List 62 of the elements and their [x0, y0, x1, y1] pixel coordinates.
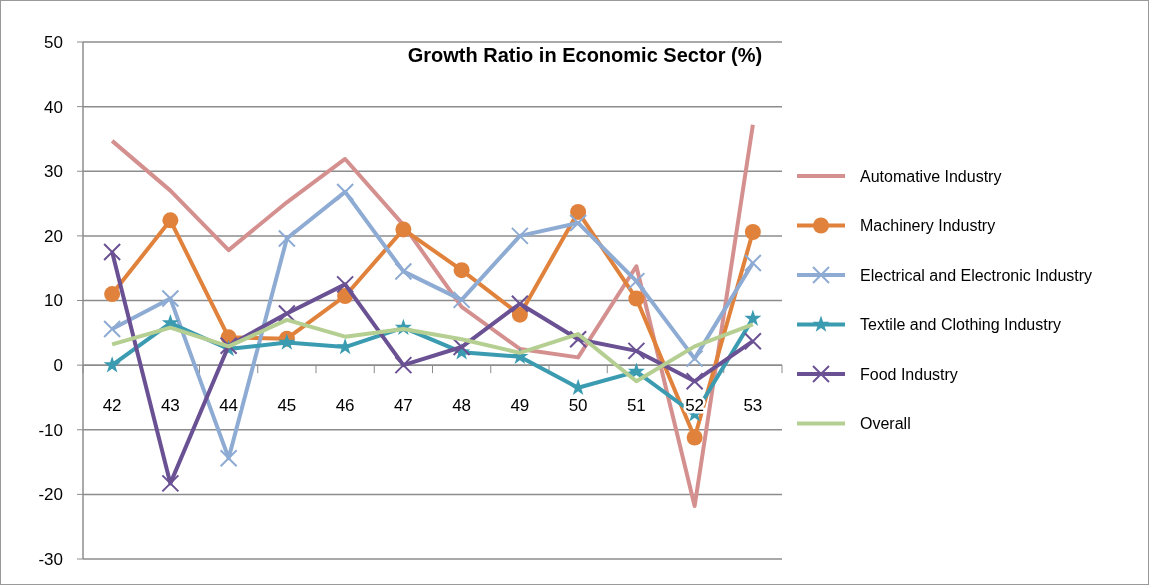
- point: [627, 272, 646, 291]
- point: [336, 275, 355, 294]
- point: [743, 332, 762, 351]
- legend-label: Overall: [860, 415, 911, 433]
- point: [277, 229, 296, 248]
- x-tick-label: 45: [277, 396, 297, 416]
- point: [219, 449, 238, 468]
- legend-label: Textile and Clothing Industry: [860, 316, 1061, 334]
- point: [103, 243, 122, 262]
- y-tick-label: 30: [44, 162, 63, 182]
- point: [452, 290, 471, 309]
- point: [744, 309, 762, 326]
- chart-title: Growth Ratio in Economic Sector (%): [407, 44, 763, 66]
- x-tick-label: 49: [510, 396, 530, 416]
- point: [395, 221, 412, 238]
- y-tick-label: -20: [38, 485, 63, 505]
- point: [686, 429, 703, 446]
- point: [103, 319, 122, 338]
- point: [627, 341, 646, 360]
- x-tick-label: 46: [335, 396, 355, 416]
- x-tick-label: 44: [219, 396, 239, 416]
- point: [627, 362, 645, 379]
- x-tick-label: 50: [568, 396, 588, 416]
- x-tick-label: 51: [626, 396, 646, 416]
- y-tick-label: 40: [44, 97, 63, 117]
- point: [453, 262, 470, 279]
- y-tick-label: -10: [38, 420, 63, 440]
- point: [161, 289, 180, 308]
- point: [104, 286, 121, 303]
- y-tick-label: 20: [44, 226, 63, 246]
- x-tick-label: 47: [393, 396, 413, 416]
- point: [103, 356, 121, 373]
- point: [452, 338, 471, 357]
- point: [744, 224, 761, 240]
- point: [510, 294, 529, 313]
- point: [394, 356, 413, 375]
- point: [161, 474, 180, 493]
- point: [510, 226, 529, 245]
- legend-label: Automative Industry: [860, 167, 1002, 185]
- y-tick-label: -30: [38, 549, 63, 569]
- x-tick-label: 43: [160, 396, 180, 416]
- point: [570, 203, 587, 220]
- legend-label: Electrical and Electronic Industry: [860, 266, 1093, 284]
- point: [743, 254, 762, 273]
- point: [628, 290, 645, 307]
- point: [569, 330, 588, 349]
- point: [685, 372, 704, 391]
- y-tick-label: 50: [44, 32, 63, 52]
- point: [162, 212, 179, 229]
- point: [394, 262, 413, 281]
- legend-label: Food Industry: [860, 365, 958, 383]
- y-tick-label: 0: [53, 356, 63, 376]
- point: [685, 349, 704, 368]
- x-tick-label: 42: [102, 396, 122, 416]
- point: [277, 304, 296, 323]
- x-tick-label: 53: [743, 396, 763, 416]
- legend-label: Machinery Industry: [860, 217, 996, 235]
- y-tick-label: 10: [44, 291, 63, 311]
- point: [511, 306, 528, 323]
- point: [336, 182, 355, 201]
- point: [569, 213, 588, 232]
- x-tick-label: 48: [452, 396, 472, 416]
